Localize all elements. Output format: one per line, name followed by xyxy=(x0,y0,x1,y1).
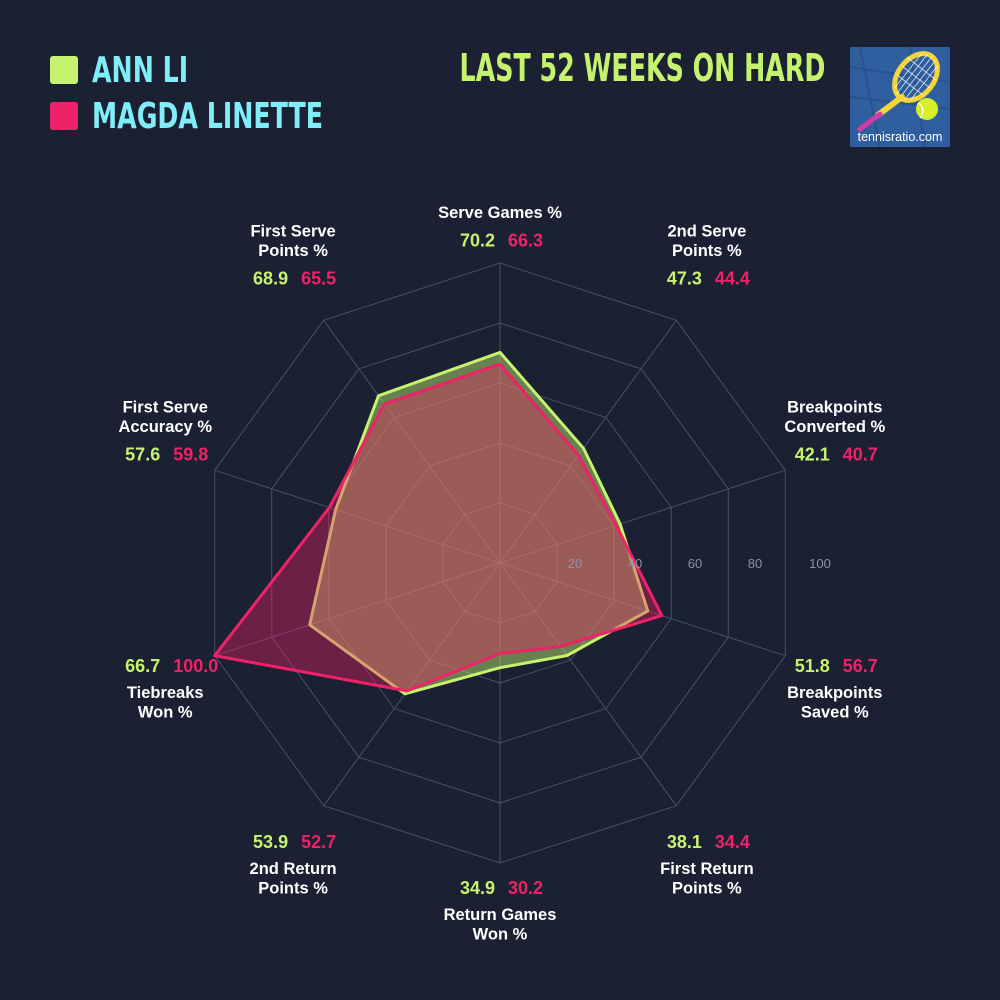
value-label-player-b: 44.4 xyxy=(715,269,750,289)
axis-label-text: Accuracy % xyxy=(118,418,212,436)
site-logo[interactable]: tennisratio.com xyxy=(850,47,950,147)
chart-title: LAST 52 WEEKS ON HARD xyxy=(459,46,825,90)
grid-spoke xyxy=(323,562,501,806)
axis-label-text: 2nd Return xyxy=(250,860,337,878)
value-label-player-b: 30.2 xyxy=(508,878,543,898)
radar-grid xyxy=(214,262,786,864)
tick-label: 80 xyxy=(748,556,762,571)
value-label-player-b: 66.3 xyxy=(508,231,543,251)
value-label-player-b: 40.7 xyxy=(843,445,878,465)
legend: ANN LI MAGDA LINETTE xyxy=(50,50,388,142)
tick-label: 20 xyxy=(568,556,582,571)
value-label-player-a: 66.7 xyxy=(125,656,160,676)
value-label-player-a: 51.8 xyxy=(795,656,830,676)
axis-label-text: Serve Games % xyxy=(438,204,562,222)
axis-label-text: First Serve xyxy=(123,399,208,417)
axis-label-text: First Return xyxy=(660,860,754,878)
grid-spoke xyxy=(499,320,677,564)
axis-label-text: Points % xyxy=(258,242,328,260)
legend-swatch-player-a xyxy=(50,56,78,84)
grid-spoke xyxy=(323,320,501,564)
axis-label-text: First Serve xyxy=(250,223,335,241)
value-label-player-b: 34.4 xyxy=(715,832,750,852)
axis-label-text: Points % xyxy=(258,879,328,897)
axis-label-text: Points % xyxy=(672,242,742,260)
value-label-player-b: 65.5 xyxy=(301,269,336,289)
axis-label-text: Breakpoints xyxy=(787,399,882,417)
legend-item-player-a: ANN LI xyxy=(50,49,388,91)
value-label-player-a: 42.1 xyxy=(795,445,830,465)
value-label-player-a: 34.9 xyxy=(460,878,495,898)
value-label-player-b: 59.8 xyxy=(173,445,208,465)
tick-label: 100 xyxy=(809,556,831,571)
value-label-player-a: 57.6 xyxy=(125,445,160,465)
value-label-player-b: 52.7 xyxy=(301,832,336,852)
axis-label-text: Points % xyxy=(672,879,742,897)
grid-spoke xyxy=(499,562,786,657)
axis-label-text: Won % xyxy=(473,926,528,944)
value-label-player-b: 56.7 xyxy=(843,656,878,676)
grid-spoke xyxy=(214,562,501,657)
grid-spoke xyxy=(499,562,677,806)
axis-label-text: Return Games xyxy=(444,906,557,924)
axis-label-text: Tiebreaks xyxy=(127,684,204,702)
legend-item-player-b: MAGDA LINETTE xyxy=(50,95,388,137)
tick-label: 40 xyxy=(628,556,642,571)
axis-label-text: Breakpoints xyxy=(787,684,882,702)
value-label-player-a: 38.1 xyxy=(667,832,702,852)
legend-label-player-b: MAGDA LINETTE xyxy=(92,95,324,137)
axis-label-text: Won % xyxy=(138,703,193,721)
axis-label-text: 2nd Serve xyxy=(667,223,746,241)
value-label-player-a: 47.3 xyxy=(667,269,702,289)
logo-caption: tennisratio.com xyxy=(857,130,943,144)
value-label-player-b: 100.0 xyxy=(173,656,218,676)
tick-label: 60 xyxy=(688,556,702,571)
radar-series xyxy=(213,350,664,696)
grid-spoke xyxy=(214,469,501,564)
axis-label-text: Saved % xyxy=(801,703,869,721)
value-label-player-a: 68.9 xyxy=(253,269,288,289)
radar-ticks: 20 40 60 80 100 xyxy=(568,556,831,571)
legend-label-player-a: ANN LI xyxy=(92,49,189,91)
axis-label-group: Serve Games % 70.2 66.3 xyxy=(438,204,562,251)
racket-icon xyxy=(850,47,950,147)
value-label-player-a: 53.9 xyxy=(253,832,288,852)
legend-swatch-player-b xyxy=(50,102,78,130)
axis-label-group: Return Games Won % 34.9 30.2 xyxy=(444,878,557,944)
grid-spoke xyxy=(499,469,786,564)
axis-label-text: Converted % xyxy=(784,418,885,436)
value-label-player-a: 70.2 xyxy=(460,231,495,251)
series-area-player-b xyxy=(213,362,664,693)
